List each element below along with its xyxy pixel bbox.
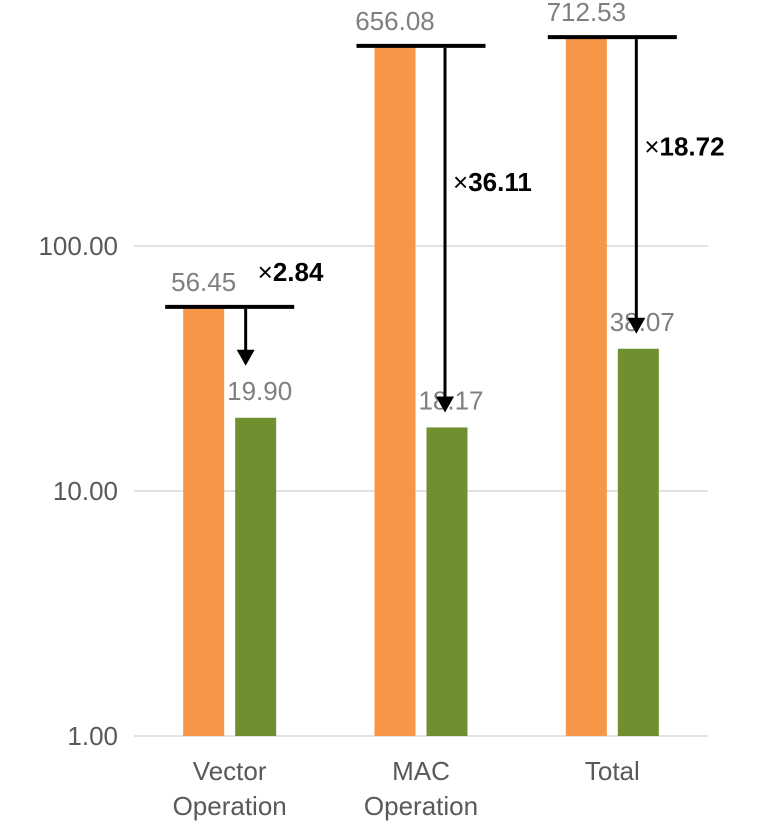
- ratio-label: ×18.72: [644, 132, 724, 162]
- y-tick-label: 10.00: [53, 476, 118, 506]
- ratio-arrow-head: [236, 349, 255, 366]
- ratio-arrow-head: [627, 317, 646, 334]
- y-axis: 1.00 10.00 100.00: [38, 231, 118, 751]
- category-label: Total: [585, 756, 640, 786]
- bar: [183, 306, 225, 736]
- data-label: 656.08: [355, 6, 435, 36]
- ratio-arrow-head: [436, 396, 454, 413]
- ratio-label: ×36.11: [453, 167, 532, 197]
- bar: [374, 45, 416, 737]
- bar: [617, 348, 659, 736]
- category-label: Operation: [173, 791, 287, 821]
- bar: [565, 37, 607, 736]
- x-axis: Vector Operation MAC Operation Total: [173, 756, 640, 821]
- y-tick-label: 1.00: [67, 721, 118, 751]
- bar: [426, 427, 468, 736]
- category-label: Vector: [193, 756, 267, 786]
- data-label: 56.45: [171, 267, 236, 297]
- gridlines: [134, 245, 708, 737]
- category-label: Operation: [364, 791, 478, 821]
- ratio-label: ×2.84: [258, 257, 324, 287]
- bar: [235, 417, 277, 736]
- data-label: 712.53: [547, 0, 627, 27]
- bars: [183, 37, 659, 737]
- category-label: MAC: [392, 756, 450, 786]
- data-label: 19.90: [227, 376, 292, 406]
- y-tick-label: 100.00: [38, 231, 118, 261]
- ratio-annotations: ×2.84 ×36.11 ×18.72: [165, 35, 725, 413]
